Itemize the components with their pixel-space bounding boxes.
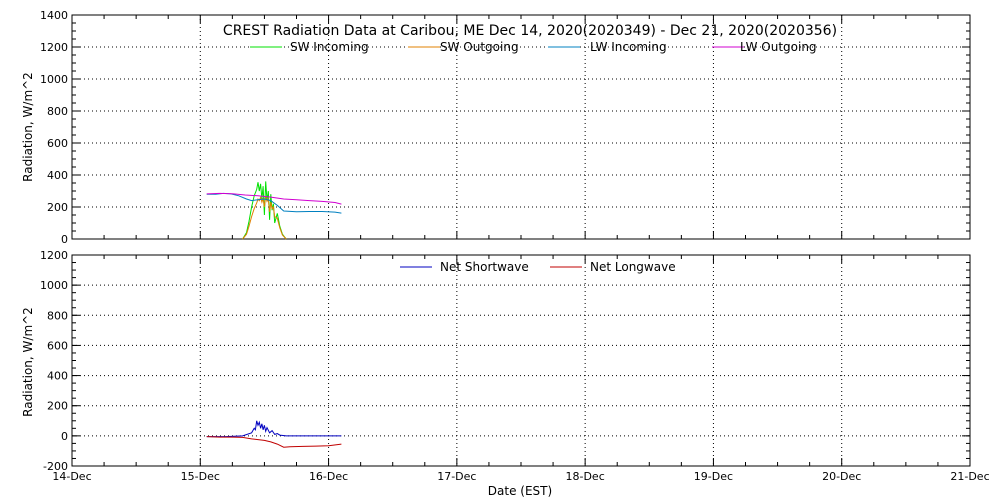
- y-tick-label: 1200: [40, 249, 68, 262]
- legend-label: SW Incoming: [290, 40, 369, 54]
- legend-label: Net Shortwave: [440, 260, 529, 274]
- series-line-net-shortwave: [206, 420, 342, 438]
- x-axis-label: Date (EST): [488, 484, 552, 498]
- series-line-net-longwave: [206, 436, 342, 448]
- x-tick-label: 19-Dec: [694, 470, 733, 483]
- x-tick-label: 14-Dec: [52, 470, 91, 483]
- y-tick-label: 600: [47, 339, 68, 352]
- y-tick-label: 0: [61, 430, 68, 443]
- chart-title: CREST Radiation Data at Caribou, ME Dec …: [223, 23, 837, 39]
- y-tick-label: 800: [47, 309, 68, 322]
- x-tick-label: 21-Dec: [950, 470, 989, 483]
- y-tick-label: 400: [47, 370, 68, 383]
- legend-label: Net Longwave: [590, 260, 676, 274]
- y-tick-label: 400: [47, 169, 68, 182]
- y-tick-label: 200: [47, 201, 68, 214]
- x-tick-label: 17-Dec: [437, 470, 476, 483]
- y-tick-label: 600: [47, 137, 68, 150]
- x-tick-label: 16-Dec: [309, 470, 348, 483]
- series-line-lw-outgoing: [206, 192, 342, 205]
- y-tick-label: 200: [47, 400, 68, 413]
- bottom-y-axis-label: Radiation, W/m^2: [21, 307, 35, 417]
- y-tick-label: 1000: [40, 279, 68, 292]
- x-tick-label: 15-Dec: [181, 470, 220, 483]
- top-plot-frame: [71, 14, 971, 240]
- y-tick-label: 800: [47, 105, 68, 118]
- x-tick-label: 18-Dec: [566, 470, 605, 483]
- legend-label: LW Incoming: [590, 40, 667, 54]
- series-line-sw-outgoing: [242, 195, 287, 240]
- bottom-plot-frame: [71, 254, 971, 467]
- y-tick-label: 1400: [40, 9, 68, 22]
- top-y-axis-label: Radiation, W/m^2: [21, 72, 35, 182]
- y-tick-label: -200: [43, 460, 68, 473]
- legend-label: SW Outgoing: [440, 40, 519, 54]
- y-tick-label: 1200: [40, 41, 68, 54]
- bottom-panel: Radiation, W/m^2 Date (EST) 14-Dec 15-Dec…: [21, 249, 990, 498]
- y-tick-label: 0: [61, 233, 68, 246]
- top-panel: CREST Radiation Data at Caribou, ME Dec …: [21, 9, 971, 246]
- y-tick-label: 1000: [40, 73, 68, 86]
- series-line-sw-incoming: [242, 181, 287, 240]
- legend-label: LW Outgoing: [740, 40, 817, 54]
- x-tick-label: 20-Dec: [822, 470, 861, 483]
